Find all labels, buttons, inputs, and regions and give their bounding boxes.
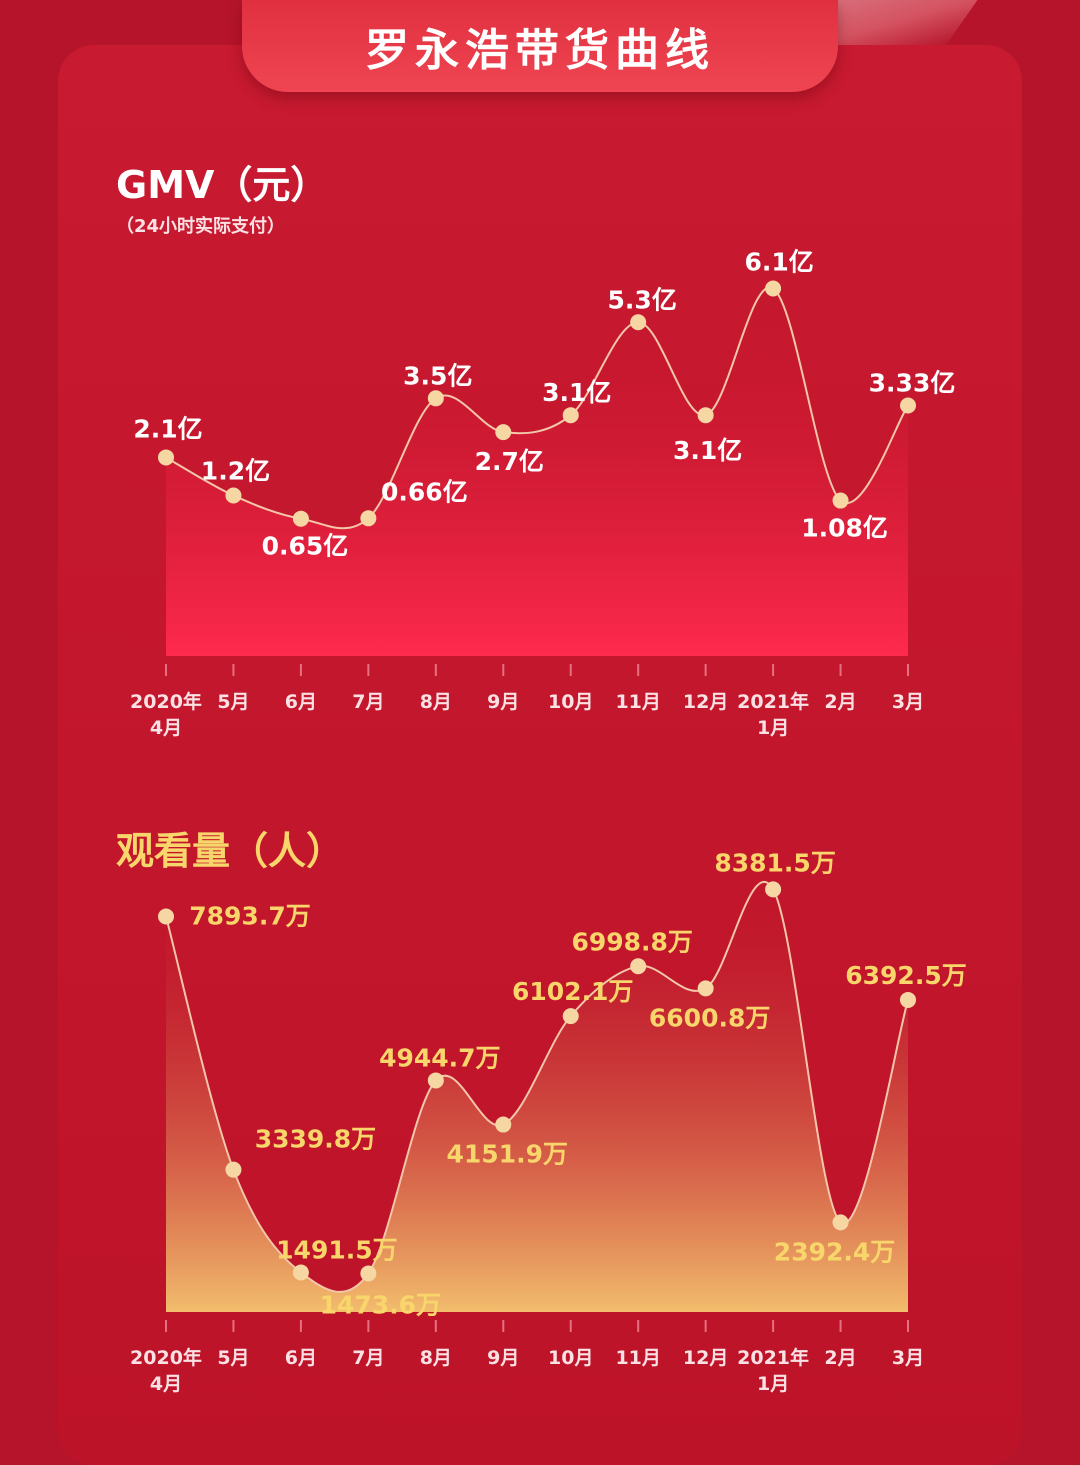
data-point	[495, 424, 512, 441]
data-point	[900, 991, 916, 1008]
x-tick-label: 10月	[548, 691, 593, 713]
data-label: 3.1亿	[542, 378, 611, 407]
x-tick-label: 12月	[683, 1347, 728, 1369]
x-tick-label: 7月	[352, 1347, 384, 1369]
x-tick-label: 4月	[150, 717, 182, 739]
data-point	[225, 1161, 242, 1178]
data-point	[495, 1116, 512, 1133]
data-label: 3.5亿	[403, 361, 472, 390]
data-point	[360, 1265, 377, 1282]
gmv-subtitle: （24小时实际支付）	[116, 215, 285, 237]
data-label: 6.1亿	[744, 247, 813, 276]
x-tick-label: 1月	[757, 717, 789, 739]
x-tick-label: 10月	[548, 1347, 593, 1369]
data-point	[697, 407, 714, 424]
x-tick-label: 2月	[824, 691, 856, 713]
series-line	[165, 286, 909, 530]
data-label: 6600.8万	[649, 1003, 770, 1032]
x-tick-label: 2021年	[737, 690, 809, 713]
x-tick-label: 7月	[352, 691, 384, 713]
data-point	[900, 397, 916, 414]
data-label: 1.2亿	[201, 456, 270, 485]
data-label: 3.33亿	[869, 368, 956, 397]
x-tick-label: 5月	[217, 691, 249, 713]
x-tick-label: 1月	[757, 1373, 789, 1395]
data-point	[765, 280, 782, 297]
x-tick-label: 11月	[615, 691, 660, 713]
data-label: 6102.1万	[512, 977, 633, 1006]
data-label: 6392.5万	[845, 961, 966, 990]
data-point	[360, 510, 377, 527]
x-tick-label: 2月	[824, 1347, 856, 1369]
title-banner: 罗永浩带货曲线	[242, 0, 838, 92]
data-label: 1473.6万	[320, 1290, 441, 1319]
x-tick-label: 2020年	[130, 690, 202, 713]
data-point	[427, 390, 444, 407]
x-tick-label: 8月	[420, 691, 452, 713]
x-tick-label: 8月	[420, 1347, 452, 1369]
x-tick-label: 4月	[150, 1373, 182, 1395]
x-tick-label: 12月	[683, 691, 728, 713]
x-tick-label: 2020年	[130, 1346, 202, 1369]
data-label: 2392.4万	[774, 1237, 895, 1266]
x-tick-label: 2021年	[737, 1346, 809, 1369]
data-point	[562, 407, 579, 424]
x-tick-label: 9月	[487, 691, 519, 713]
data-label: 3.1亿	[673, 436, 742, 465]
data-label: 1491.5万	[276, 1235, 397, 1264]
data-label: 0.65亿	[262, 532, 349, 561]
gmv-chart: GMV（元） （24小时实际支付） 2020年 4月 5月 6月 7月 8月 9月 10月 11…	[116, 163, 956, 739]
data-point	[158, 908, 174, 925]
data-label: 3339.8万	[255, 1125, 376, 1154]
data-label: 0.66亿	[381, 477, 468, 506]
data-point	[630, 314, 647, 331]
area-fill	[166, 881, 908, 1312]
data-label: 7893.7万	[189, 902, 310, 931]
x-tick-label: 6月	[285, 691, 317, 713]
data-label: 4944.7万	[379, 1043, 500, 1072]
x-tick-label: 11月	[615, 1347, 660, 1369]
data-point	[562, 1008, 579, 1025]
data-label: 5.3亿	[608, 285, 677, 314]
viewer-title: 观看量（人）	[116, 829, 344, 873]
data-label: 1.08亿	[801, 514, 888, 543]
data-point	[765, 881, 782, 898]
area-fill	[166, 287, 908, 656]
data-label: 8381.5万	[714, 848, 835, 877]
data-point	[292, 1264, 309, 1281]
x-tick-label: 9月	[487, 1347, 519, 1369]
data-point	[158, 449, 174, 466]
data-label: 2.1亿	[133, 414, 202, 443]
series-line	[165, 880, 909, 1293]
data-point	[225, 487, 242, 504]
x-tick-label: 6月	[285, 1347, 317, 1369]
data-point	[832, 492, 849, 509]
x-tick-label: 3月	[892, 1347, 924, 1369]
gmv-title: GMV（元）	[116, 163, 328, 207]
viewer-chart: 观看量（人） 2020年 4月 5月 6月 7月 8月 9月 10月 11月 12月 2021年 1月…	[116, 829, 967, 1395]
data-point	[832, 1214, 849, 1231]
data-point	[292, 510, 309, 527]
data-point	[427, 1072, 444, 1089]
x-tick-label: 5月	[217, 1347, 249, 1369]
data-point	[630, 958, 647, 975]
page-title: 罗永浩带货曲线	[365, 25, 715, 76]
data-label: 2.7亿	[475, 447, 544, 476]
data-label: 4151.9万	[447, 1140, 568, 1169]
x-tick-label: 3月	[892, 691, 924, 713]
data-label: 6998.8万	[571, 927, 692, 956]
data-point	[697, 980, 714, 997]
